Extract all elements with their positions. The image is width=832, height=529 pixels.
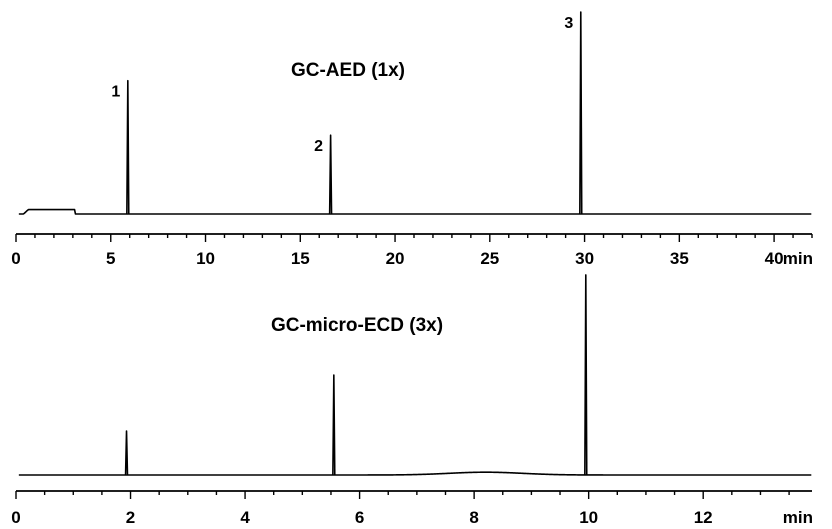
- x-tick-label: 12: [694, 508, 713, 527]
- x-tick-label: 8: [469, 508, 478, 527]
- x-tick-label: 10: [579, 508, 598, 527]
- peak-label: 2: [314, 138, 323, 155]
- x-tick-label: 5: [106, 249, 115, 268]
- x-tick-label: 15: [291, 249, 310, 268]
- x-unit-label-gc-aed: min: [783, 249, 813, 268]
- panel-gc-aed: GC-AED (1x) 0 5 10 15 20 25 30 35 40 1 2 3 min: [11, 11, 813, 268]
- x-tick-label: 6: [355, 508, 364, 527]
- panel-title-gc-micro-ecd: GC-micro-ECD (3x): [271, 315, 443, 336]
- x-tick-label: 20: [386, 249, 405, 268]
- chromatogram-trace-gc-micro-ecd: [18, 274, 812, 476]
- x-tick-labels-gc-micro-ecd: 0 2 4 6 8 10 12: [11, 508, 712, 527]
- x-tick-labels-gc-aed: 0 5 10 15 20 25 30 35 40: [11, 249, 783, 268]
- peak-label: 1: [111, 84, 120, 101]
- x-tick-label: 30: [575, 249, 594, 268]
- x-ticks-gc-micro-ecd: [15, 491, 790, 499]
- x-unit-label-gc-micro-ecd: min: [783, 508, 813, 527]
- panel-title-gc-aed: GC-AED (1x): [291, 60, 405, 81]
- x-ticks-gc-aed: [15, 234, 813, 242]
- x-tick-label: 0: [11, 249, 20, 268]
- peak-labels-gc-aed: 1 2 3: [111, 15, 573, 155]
- x-tick-label: 35: [670, 249, 689, 268]
- x-tick-label: 40: [765, 249, 784, 268]
- peak-label: 3: [564, 15, 573, 32]
- x-tick-label: 2: [126, 508, 135, 527]
- panel-gc-micro-ecd: GC-micro-ECD (3x) 0 2 4 6 8 10 12 min: [11, 274, 813, 527]
- chromatogram-trace-gc-aed: [18, 11, 812, 215]
- x-tick-label: 4: [240, 508, 250, 527]
- x-tick-label: 25: [480, 249, 499, 268]
- x-tick-label: 10: [196, 249, 215, 268]
- x-tick-label: 0: [11, 508, 20, 527]
